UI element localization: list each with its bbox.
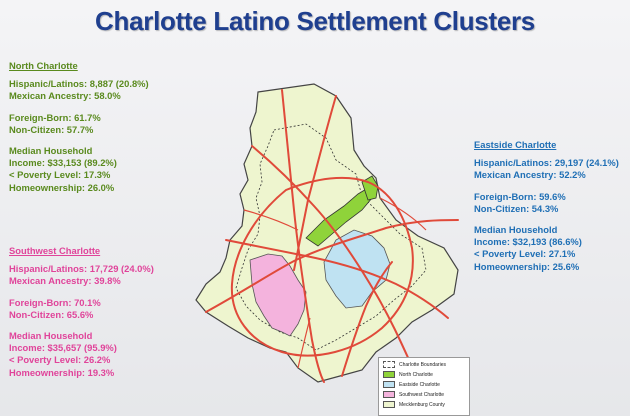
north-stat-line: Median Household xyxy=(9,145,93,157)
east-stat-line: Median Household xyxy=(474,224,558,236)
east-stat-line: < Poverty Level: 27.1% xyxy=(474,248,576,260)
north-stat-line: Homeownership: 26.0% xyxy=(9,181,115,193)
page-title: Charlotte Latino Settlement Clusters xyxy=(95,6,535,36)
legend-item: Eastside Charlotte xyxy=(383,381,440,388)
north-stat-line: < Poverty Level: 17.3% xyxy=(9,169,111,181)
legend-label: Eastside Charlotte xyxy=(399,381,440,388)
legend-label: Mecklenburg County xyxy=(399,401,445,408)
legend-item: Charlotte Boundaries xyxy=(383,361,446,368)
east-stat-line: Homeownership: 25.6% xyxy=(474,260,580,272)
north-stat-line: Mexican Ancestry: 58.0% xyxy=(9,90,121,102)
south-stat-line: Foreign-Born: 70.1% xyxy=(9,296,101,308)
south-stat-line: Mexican Ancestry: 39.8% xyxy=(9,275,121,287)
south-stat-line: < Poverty Level: 26.2% xyxy=(9,354,111,366)
southwest-charlotte-heading: Southwest Charlotte xyxy=(9,245,101,256)
north-stat-line: Foreign-Born: 61.7% xyxy=(9,111,101,123)
southwest-charlotte-panel: Southwest Charlotte Hispanic/Latinos: 17… xyxy=(9,245,154,379)
legend-label: Southwest Charlotte xyxy=(399,391,445,398)
eastside-charlotte-panel: Eastside Charlotte Hispanic/Latinos: 29,… xyxy=(474,139,619,273)
eastside-charlotte-heading: Eastside Charlotte xyxy=(474,139,557,150)
north-stat-line: Non-Citizen: 57.7% xyxy=(9,123,94,135)
east-stat-line: Mexican Ancestry: 52.2% xyxy=(474,169,586,181)
legend-swatch xyxy=(383,371,395,378)
legend-swatch xyxy=(383,391,395,398)
county-map-svg xyxy=(195,83,459,383)
highway-network xyxy=(205,89,459,383)
south-stat-line: Homeownership: 19.3% xyxy=(9,366,115,378)
county-map xyxy=(186,70,476,410)
south-stat-line: Hispanic/Latinos: 17,729 (24.0%) xyxy=(9,263,154,275)
legend-item: Southwest Charlotte xyxy=(383,391,444,398)
south-stat-line: Non-Citizen: 65.6% xyxy=(9,308,94,320)
legend-swatch xyxy=(383,361,395,368)
east-stat-line: Foreign-Born: 59.6% xyxy=(474,190,566,202)
east-stat-line: Income: $32,193 (86.6%) xyxy=(474,236,582,248)
south-stat-line: Income: $35,657 (95.9%) xyxy=(9,342,117,354)
north-charlotte-heading: North Charlotte xyxy=(9,60,78,71)
north-charlotte-panel: North Charlotte Hispanic/Latinos: 8,887 … xyxy=(9,60,149,194)
southwest-cluster-shape xyxy=(249,253,307,337)
north-stat-line: Hispanic/Latinos: 8,887 (20.8%) xyxy=(9,78,149,90)
north-stat-line: Income: $33,153 (89.2%) xyxy=(9,157,117,169)
legend-label: Charlotte Boundaries xyxy=(399,361,446,368)
secondary-roads xyxy=(243,197,427,369)
legend-label: North Charlotte xyxy=(399,371,433,378)
legend-item: North Charlotte xyxy=(383,371,433,378)
legend-swatch xyxy=(383,401,395,408)
legend-item: Mecklenburg County xyxy=(383,401,445,408)
map-legend: Charlotte Boundaries North Charlotte Eas… xyxy=(378,357,470,416)
east-stat-line: Hispanic/Latinos: 29,197 (24.1%) xyxy=(474,157,619,169)
south-stat-line: Median Household xyxy=(9,330,93,342)
legend-swatch xyxy=(383,381,395,388)
east-stat-line: Non-Citizen: 54.3% xyxy=(474,202,559,214)
